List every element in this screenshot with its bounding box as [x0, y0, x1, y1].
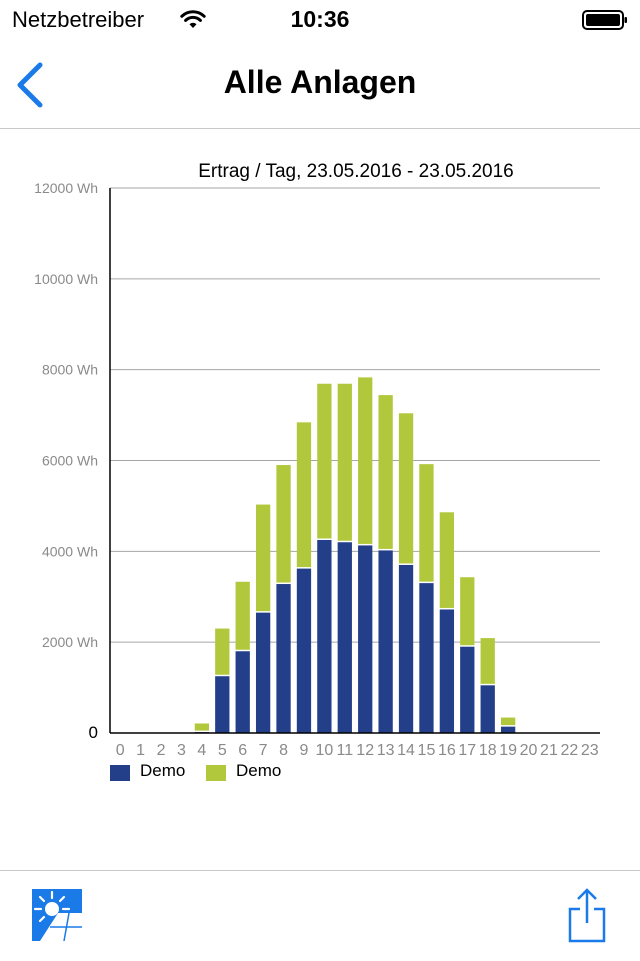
- x-tick-label: 9: [300, 742, 309, 759]
- x-tick-label: 10: [315, 742, 333, 759]
- wifi-icon: [180, 10, 206, 28]
- x-tick-label: 16: [438, 742, 456, 759]
- x-tick-label: 8: [279, 742, 288, 759]
- y-tick-label: 4000 Wh: [42, 543, 98, 559]
- bar-series-2: [337, 383, 352, 541]
- x-tick-label: 2: [157, 742, 166, 759]
- bar-series-1: [398, 564, 414, 733]
- y-tick-label: 2000 Wh: [42, 634, 98, 650]
- chevron-left-icon[interactable]: [10, 60, 54, 110]
- bar-series-1: [215, 676, 230, 733]
- bar-series-2: [317, 383, 332, 539]
- x-tick-label: 1: [136, 742, 145, 759]
- bar-series-1: [480, 685, 495, 733]
- bar-series-1: [358, 545, 373, 733]
- yield-bar-chart: Ertrag / Tag, 23.05.2016 - 23.05.2016 0 2…: [34, 161, 600, 781]
- x-tick-label: 14: [397, 742, 415, 759]
- chart-area: Ertrag / Tag, 23.05.2016 - 23.05.2016 0 2…: [0, 129, 640, 870]
- bar-series-2: [378, 395, 393, 549]
- carrier-label: Netzbetreiber: [12, 7, 145, 32]
- bar-series-1: [439, 609, 455, 733]
- bar-series-1: [460, 646, 475, 733]
- solar-panel-icon[interactable]: [32, 889, 82, 941]
- y-tick-label: 10000 Wh: [34, 271, 98, 287]
- bar-series-2: [235, 581, 250, 650]
- navigation-bar: Alle Anlagen: [0, 40, 640, 129]
- x-tick-label: 13: [377, 742, 395, 759]
- legend-label-1: Demo: [140, 761, 185, 780]
- bar-series-1: [255, 612, 271, 733]
- x-tick-label: 11: [336, 742, 353, 759]
- x-tick-label: 12: [356, 742, 374, 759]
- clock: 10:36: [290, 6, 350, 32]
- bar-series-2: [215, 628, 230, 675]
- status-bar: Netzbetreiber 10:36: [0, 0, 640, 40]
- bar-series-1: [337, 542, 352, 733]
- bar-series-2: [276, 465, 291, 583]
- legend-swatch-1: [110, 765, 130, 781]
- y-tick-label: 0: [89, 723, 98, 742]
- bar-series-1: [317, 539, 332, 733]
- bar-series-1: [296, 568, 312, 733]
- bar-series-2: [439, 512, 455, 608]
- bar-series-2: [194, 723, 210, 731]
- x-tick-label: 5: [218, 742, 227, 759]
- bar-series-1: [378, 550, 393, 733]
- x-tick-label: 18: [479, 742, 497, 759]
- legend-label-2: Demo: [236, 761, 281, 780]
- bar-series-2: [255, 504, 271, 612]
- y-tick-label: 6000 Wh: [42, 453, 98, 469]
- bar-series-2: [460, 577, 475, 646]
- bar-series-1: [235, 651, 250, 733]
- x-tick-label: 3: [177, 742, 186, 759]
- x-tick-label: 17: [458, 742, 476, 759]
- bar-series-2: [419, 464, 434, 582]
- y-tick-label: 8000 Wh: [42, 362, 98, 378]
- bar-series-2: [480, 638, 495, 684]
- bar-series-1: [276, 584, 291, 733]
- page-title: Alle Anlagen: [223, 64, 417, 100]
- x-tick-label: 21: [540, 742, 558, 759]
- x-tick-label: 20: [520, 742, 538, 759]
- legend-swatch-2: [206, 765, 226, 781]
- bar-series-1: [500, 726, 516, 733]
- x-tick-label: 0: [116, 742, 125, 759]
- bottom-toolbar: [0, 870, 640, 961]
- x-tick-label: 19: [499, 742, 517, 759]
- bar-series-2: [296, 422, 312, 568]
- chart-title: Ertrag / Tag, 23.05.2016 - 23.05.2016: [198, 161, 514, 182]
- x-tick-label: 22: [560, 742, 578, 759]
- x-tick-label: 7: [259, 742, 268, 759]
- x-tick-label: 6: [238, 742, 247, 759]
- bar-series-2: [398, 413, 414, 564]
- share-icon[interactable]: [564, 887, 610, 945]
- y-tick-label: 12000 Wh: [34, 180, 98, 196]
- x-tick-label: 23: [581, 742, 599, 759]
- x-tick-label: 15: [418, 742, 436, 759]
- x-tick-label: 4: [197, 742, 206, 759]
- bar-series-2: [358, 377, 373, 544]
- battery-icon: [582, 10, 627, 30]
- bar-series-2: [500, 717, 516, 726]
- bar-series-1: [419, 583, 434, 733]
